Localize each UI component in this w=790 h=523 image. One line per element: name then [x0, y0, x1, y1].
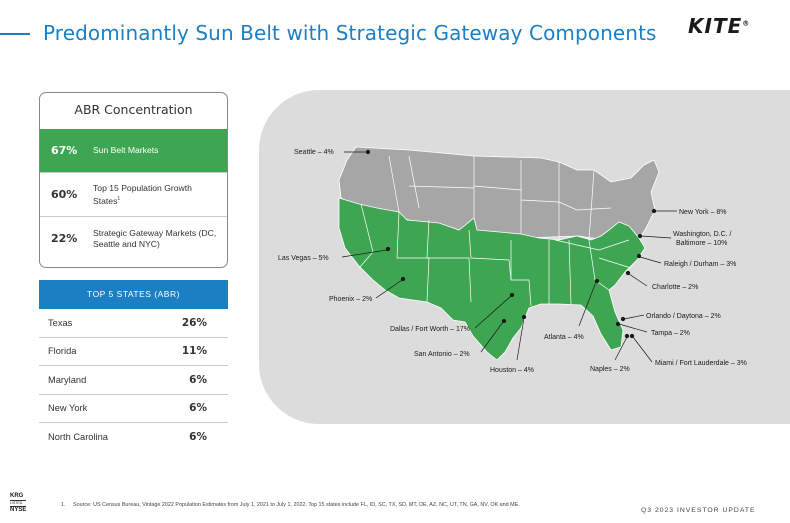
state-name: Texas: [48, 317, 73, 328]
state-borders: [358, 155, 632, 307]
state-value: 11%: [181, 345, 207, 358]
label-charlotte: Charlotte – 2%: [652, 284, 698, 291]
ticker-listed: LISTED: [10, 500, 27, 507]
atlanta-dot: [594, 278, 600, 284]
label-washington: Washington, D.C. /: [673, 231, 732, 238]
label-atlanta: Atlanta – 4%: [544, 334, 584, 341]
label-san-antonio: San Antonio – 2%: [414, 351, 470, 358]
state-name: New York: [48, 403, 88, 414]
abr-card-title: ABR Concentration: [74, 102, 193, 117]
charlotte-dot: [625, 270, 631, 276]
state-name: North Carolina: [48, 432, 108, 443]
kite-logo: KITE®: [688, 14, 750, 38]
abr-row-label: Strategic Gateway Markets (DC, Seattle a…: [93, 227, 217, 249]
abr-concentration-card: ABR Concentration 67% Sun Belt Markets 6…: [39, 92, 228, 268]
table-row: Florida 11%: [39, 338, 228, 366]
title-accent-line: [0, 33, 30, 35]
tampa-dot: [615, 321, 621, 327]
market-markers: [341, 149, 677, 363]
label-baltimore: Baltimore – 10%: [676, 240, 727, 247]
nyse-listed-badge: KRG LISTED NYSE: [10, 493, 27, 514]
abr-row-pct: 22%: [51, 232, 78, 245]
naples-dot: [624, 333, 630, 339]
state-value: 6%: [189, 431, 207, 444]
state-value: 6%: [189, 373, 207, 386]
state-value: 6%: [189, 402, 207, 415]
abr-row-population-growth: 60% Top 15 Population Growth States1: [40, 172, 227, 216]
las-vegas-dot: [385, 246, 391, 252]
abr-row-label: Top 15 Population Growth States1: [93, 183, 193, 207]
label-tampa: Tampa – 2%: [651, 330, 690, 337]
table-row: Maryland 6%: [39, 366, 228, 395]
label-las-vegas: Las Vegas – 5%: [278, 255, 329, 262]
abr-row-sun-belt: 67% Sun Belt Markets: [40, 129, 227, 172]
label-houston: Houston – 4%: [490, 367, 534, 374]
abr-row-label-text: Top 15 Population Growth States: [93, 182, 192, 206]
label-dallas: Dallas / Fort Worth – 17%: [390, 326, 470, 333]
table-row: New York 6%: [39, 395, 228, 423]
state-name: Florida: [48, 346, 77, 357]
top-states-table: Texas 26% Florida 11% Maryland 6% New York 6…: [39, 309, 228, 452]
logo-registered-mark: ®: [742, 19, 751, 28]
abr-row-pct: 67%: [51, 144, 78, 157]
san-antonio-dot: [501, 318, 507, 324]
ticker-exchange: NYSE: [10, 507, 27, 513]
label-phoenix: Phoenix – 2%: [329, 296, 372, 303]
label-orlando: Orlando / Daytona – 2%: [646, 313, 721, 320]
phoenix-dot: [400, 276, 406, 282]
houston-dot: [521, 314, 527, 320]
miami-dot: [629, 333, 635, 339]
abr-row-pct: 60%: [51, 188, 78, 201]
state-value: 26%: [181, 316, 207, 329]
abr-row-gateway: 22% Strategic Gateway Markets (DC, Seatt…: [40, 216, 227, 260]
footnote-marker: 1: [117, 195, 121, 202]
label-miami: Miami / Fort Lauderdale – 3%: [655, 360, 747, 367]
label-naples: Naples – 2%: [590, 366, 630, 373]
abr-row-label: Sun Belt Markets: [93, 145, 159, 155]
top-states-header: TOP 5 STATES (ABR): [39, 280, 228, 309]
raleigh-dot: [636, 253, 642, 259]
orlando-dot: [620, 316, 626, 322]
report-name: Q3 2023 INVESTOR UPDATE: [641, 507, 756, 514]
ticker-top: KRG: [10, 493, 24, 499]
label-seattle: Seattle – 4%: [294, 149, 334, 156]
footnote-text: Source: US Census Bureau, Vintage 2022 P…: [73, 502, 520, 508]
page-title: Predominantly Sun Belt with Strategic Ga…: [43, 21, 657, 45]
logo-text: KITE: [688, 14, 743, 38]
state-name: Maryland: [48, 374, 87, 385]
new-york-dot: [651, 208, 657, 214]
washington-dot: [637, 233, 643, 239]
label-new-york: New York – 8%: [679, 209, 726, 216]
footnote-number: 1.: [61, 502, 66, 508]
table-row: Texas 26%: [39, 309, 228, 338]
highlight-region: [338, 197, 646, 361]
seattle-dot: [365, 149, 371, 155]
dallas-dot: [509, 292, 515, 298]
label-raleigh: Raleigh / Durham – 3%: [664, 261, 736, 268]
table-row: North Carolina 6%: [39, 423, 228, 452]
us-market-map: Seattle – 4% Las Vegas – 5% Phoenix – 2%…: [278, 146, 747, 374]
footnote: 1. Source: US Census Bureau, Vintage 202…: [61, 502, 520, 508]
